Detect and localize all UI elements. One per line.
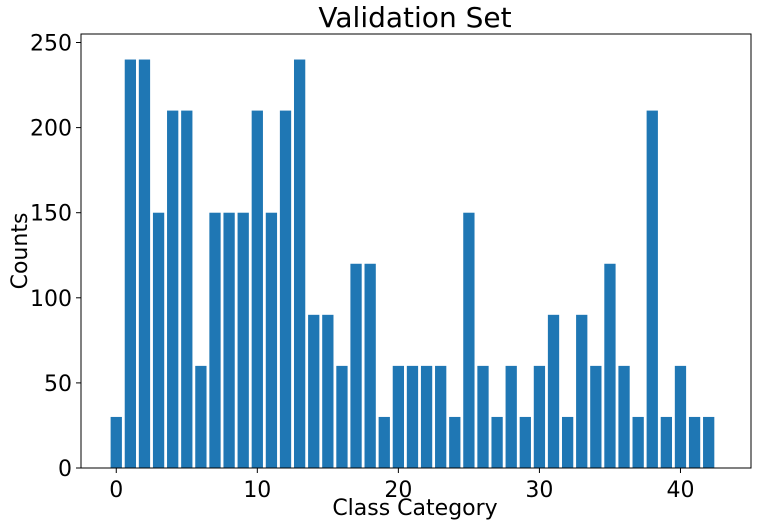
bar-class-40 <box>674 365 687 468</box>
bar-class-11 <box>265 212 278 468</box>
x-tick-label: 10 <box>243 478 271 503</box>
bar-class-28 <box>505 365 517 468</box>
bar-class-0 <box>110 416 122 468</box>
bar-class-31 <box>547 314 560 468</box>
y-axis-ticks: 0 50 100 150 200 250 <box>30 32 81 482</box>
bar-class-1 <box>124 59 137 468</box>
bar-class-8 <box>223 212 235 468</box>
bar-class-12 <box>279 110 292 468</box>
bar-class-16 <box>336 365 348 468</box>
x-tick-label: 30 <box>525 478 553 503</box>
bar-class-36 <box>618 365 630 468</box>
y-tick-label: 50 <box>44 372 72 397</box>
y-axis-title: Counts <box>8 213 33 290</box>
bar-class-39 <box>660 416 673 468</box>
bar-class-5 <box>181 110 193 468</box>
bar-class-17 <box>350 263 362 468</box>
x-tick-label: 20 <box>384 478 412 503</box>
bar-class-37 <box>632 416 644 468</box>
bar-class-20 <box>392 365 405 468</box>
y-tick-label: 100 <box>30 287 72 312</box>
bar-class-2 <box>138 59 151 468</box>
bar-class-14 <box>308 314 320 468</box>
bar-class-23 <box>435 365 447 468</box>
bars-layer <box>110 59 715 468</box>
y-tick-label: 200 <box>30 117 72 142</box>
chart-title: Validation Set <box>318 1 511 34</box>
bar-class-27 <box>491 416 503 468</box>
bar-class-42 <box>703 416 715 468</box>
x-tick-label: 0 <box>109 478 123 503</box>
y-tick-label: 0 <box>58 457 72 482</box>
bar-class-38 <box>646 110 658 468</box>
bar-class-33 <box>576 314 588 468</box>
bar-class-32 <box>561 416 574 468</box>
bar-class-24 <box>449 416 461 468</box>
bar-class-3 <box>152 212 165 468</box>
bar-class-9 <box>237 212 249 468</box>
bar-class-22 <box>420 365 433 468</box>
bar-class-15 <box>322 314 334 468</box>
bar-class-6 <box>195 365 207 468</box>
x-axis-title: Class Category <box>332 496 497 521</box>
bar-class-10 <box>251 110 263 468</box>
bar-class-35 <box>604 263 616 468</box>
bar-class-25 <box>463 212 475 468</box>
bar-class-26 <box>477 365 489 468</box>
bar-class-30 <box>533 365 546 468</box>
bar-class-21 <box>406 365 419 468</box>
bar-class-34 <box>590 365 602 468</box>
x-tick-label: 40 <box>666 478 694 503</box>
bar-class-29 <box>519 416 531 468</box>
bar-class-4 <box>167 110 179 468</box>
y-tick-label: 250 <box>30 32 72 57</box>
plot-frame <box>80 33 752 469</box>
bar-class-41 <box>688 416 701 468</box>
bar-class-7 <box>209 212 221 468</box>
bar-class-13 <box>293 59 306 468</box>
y-tick-label: 150 <box>30 202 72 227</box>
x-axis-ticks: 0 10 20 30 40 <box>109 468 694 503</box>
bar-class-19 <box>378 416 390 468</box>
bar-class-18 <box>364 263 376 468</box>
